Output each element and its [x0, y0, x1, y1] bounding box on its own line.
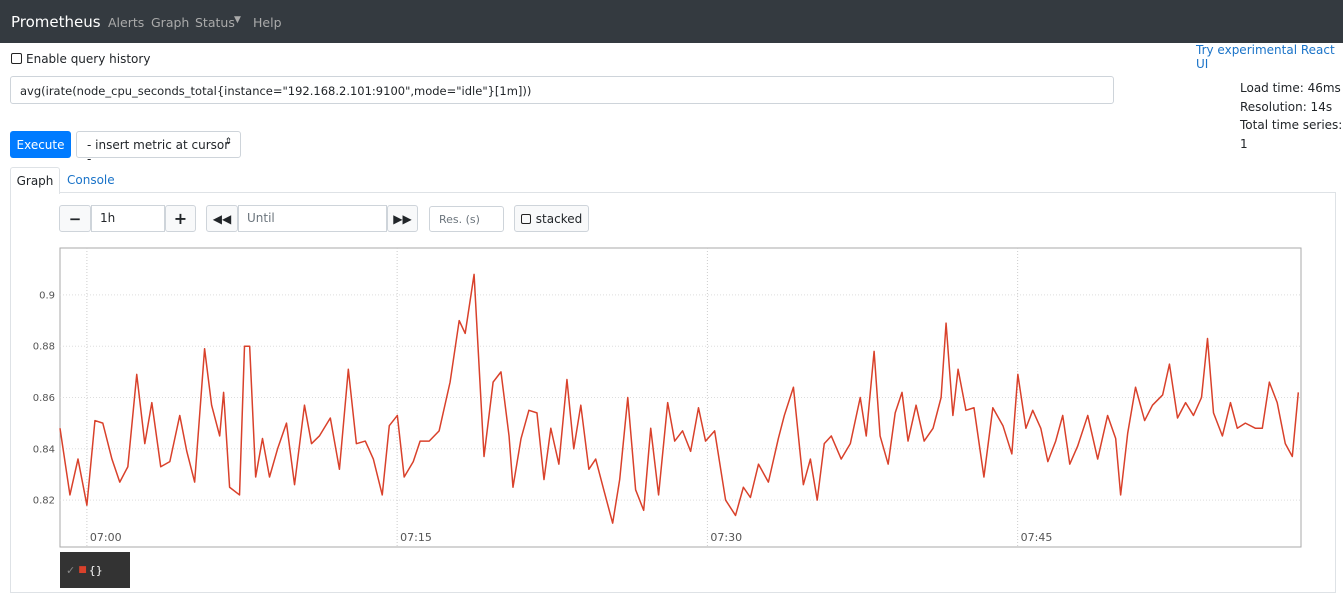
nav-link[interactable]: Help: [253, 15, 282, 30]
resolution-input[interactable]: Res. (s): [429, 206, 504, 232]
chart: 0.82 0.84 0.86 0.88 0.9 07:00 07:15 07:30 07:45: [33, 247, 1302, 548]
select-text: - insert metric at cursor -: [87, 138, 230, 166]
range-minus[interactable]: −: [59, 205, 91, 232]
y-tick-label: 0.88: [33, 342, 55, 353]
nav-link[interactable]: Status: [195, 15, 235, 30]
range-plus[interactable]: +: [165, 205, 196, 232]
legend-swatch: ■: [78, 565, 87, 575]
nav-link[interactable]: Alerts: [108, 15, 145, 30]
checkbox: [520, 213, 531, 224]
x-tick-label: 07:15: [400, 531, 432, 544]
navbar: Prometheus Alerts Graph Status ▼ Help: [0, 0, 1343, 43]
checkbox[interactable]: [11, 53, 22, 64]
select-arrow: ⇕: [224, 137, 232, 147]
tab-active[interactable]: Graph: [10, 167, 60, 194]
nav-link[interactable]: Graph: [151, 15, 190, 30]
stacked-label: stacked: [535, 211, 583, 226]
brand[interactable]: Prometheus: [11, 13, 101, 31]
range-input[interactable]: 1h: [91, 205, 165, 232]
y-tick-label: 0.9: [39, 290, 55, 301]
x-tick-label: 07:30: [710, 531, 742, 544]
caret: ▼: [234, 15, 241, 25]
until-forward[interactable]: ▶▶: [387, 205, 418, 232]
tab[interactable]: Console: [67, 173, 115, 187]
y-tick-label: 0.84: [33, 444, 55, 455]
react-ui-link[interactable]: Try experimental React UI: [1196, 43, 1335, 71]
stat: Total time series: 1: [1240, 118, 1343, 151]
series-line: [59, 273, 1300, 524]
x-tick-label: 07:45: [1021, 531, 1053, 544]
until-back[interactable]: ◀◀: [206, 205, 238, 232]
stacked-toggle[interactable]: stacked: [514, 205, 589, 232]
checkbox-label[interactable]: Enable query history: [26, 52, 151, 66]
x-tick-label: 07:00: [90, 531, 122, 544]
stats: Load time: 46ms Resolution: 14s Total ti…: [1240, 79, 1343, 153]
stat: Resolution: 14s: [1240, 99, 1333, 114]
panel: [10, 192, 1336, 593]
legend-check[interactable]: ✓: [66, 563, 76, 577]
metric-select[interactable]: - insert metric at cursor - ⇕: [76, 131, 241, 166]
y-tick-label: 0.82: [33, 496, 55, 507]
expression-input[interactable]: avg(irate(node_cpu_seconds_total{instanc…: [10, 76, 1114, 104]
legend-label[interactable]: {}: [88, 563, 103, 577]
legend: ✓ ■ {}: [60, 552, 130, 588]
y-tick-label: 0.86: [33, 393, 55, 404]
stat: Load time: 46ms: [1240, 81, 1341, 95]
until-input[interactable]: Until: [238, 205, 387, 232]
execute-button[interactable]: Execute: [10, 131, 71, 158]
